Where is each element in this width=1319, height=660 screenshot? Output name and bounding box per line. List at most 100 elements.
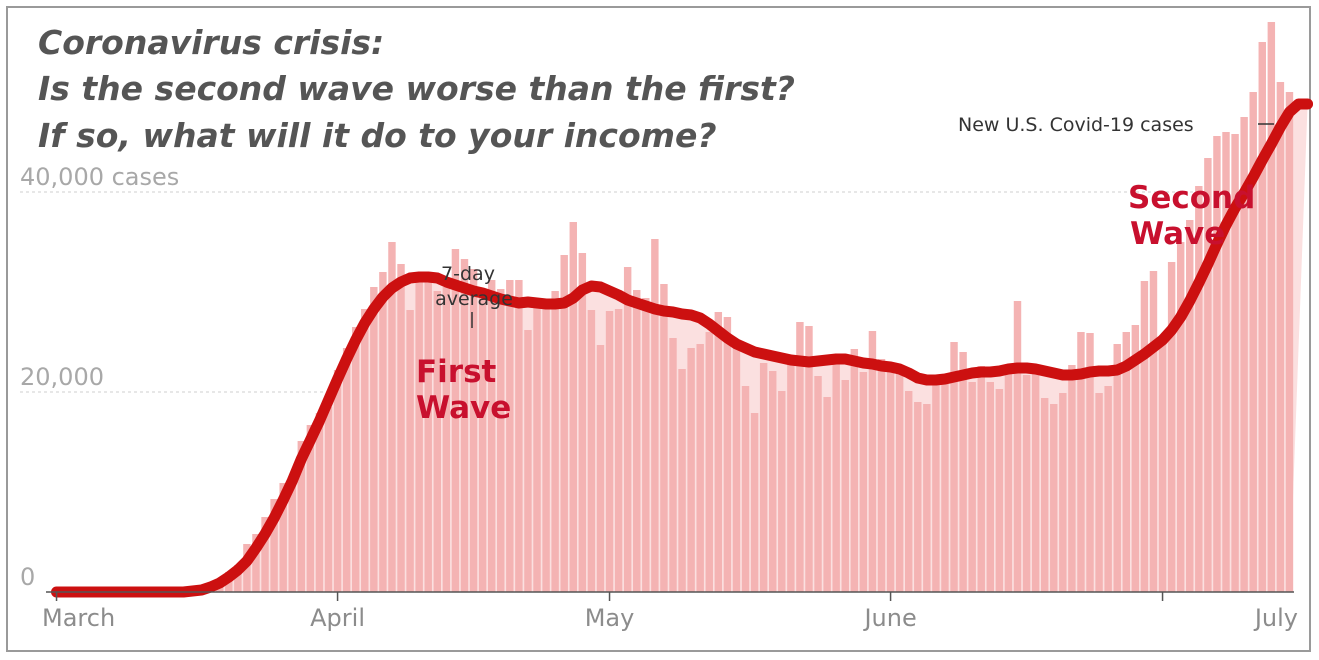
bar-day-93 xyxy=(895,373,904,592)
bar-day-130 xyxy=(1231,134,1239,592)
bar-day-54 xyxy=(542,308,550,592)
bar-day-20 xyxy=(234,565,242,592)
bar-day-56 xyxy=(560,255,568,592)
bar-day-125 xyxy=(1186,220,1194,592)
bar-day-85 xyxy=(823,397,831,592)
title-line-1: Coronavirus crisis: xyxy=(38,23,384,62)
average-line xyxy=(51,98,1313,598)
chart-frame: 0 20,000 40,000 cases March April May June Jul… xyxy=(6,6,1313,652)
bar-day-61 xyxy=(605,311,614,592)
bar-day-44 xyxy=(451,249,460,592)
bar-day-126 xyxy=(1195,186,1203,592)
bar-day-116 xyxy=(1104,386,1112,592)
bar-day-60 xyxy=(596,345,605,592)
bar-day-67 xyxy=(660,284,668,592)
bar-day-69 xyxy=(678,369,686,592)
x-tick-labels: March April May June July xyxy=(42,592,1298,632)
bar-day-68 xyxy=(669,338,677,592)
bar-day-45 xyxy=(460,259,469,592)
bar-day-62 xyxy=(614,309,623,592)
bar-day-129 xyxy=(1222,132,1230,592)
bar-day-134 xyxy=(1267,22,1276,592)
bar-day-55 xyxy=(551,291,559,592)
bar-day-41 xyxy=(424,278,432,592)
bar-day-86 xyxy=(832,363,840,592)
bar-day-114 xyxy=(1086,333,1094,592)
bar-day-30 xyxy=(324,407,333,592)
bar-day-118 xyxy=(1122,332,1130,592)
bar-day-120 xyxy=(1140,281,1149,592)
bar-day-38 xyxy=(397,264,405,592)
bar-day-42 xyxy=(433,291,442,592)
average-line-layer xyxy=(51,98,1313,598)
bar-day-113 xyxy=(1077,332,1085,592)
bar-day-90 xyxy=(868,331,877,592)
bar-day-59 xyxy=(587,310,596,592)
bar-day-117 xyxy=(1113,344,1121,592)
average-area xyxy=(56,104,1308,592)
bar-day-28 xyxy=(306,425,315,592)
bar-day-107 xyxy=(1022,375,1031,592)
bar-day-96 xyxy=(923,404,931,592)
bar-day-75 xyxy=(732,340,741,592)
bar-day-88 xyxy=(850,349,859,592)
bar-day-71 xyxy=(696,344,704,592)
bar-day-40 xyxy=(415,281,423,592)
second-wave-label-line-1: Second xyxy=(1128,180,1255,216)
bar-day-23 xyxy=(261,517,269,592)
bar-day-123 xyxy=(1167,262,1176,592)
first-wave-label-line-2: Wave xyxy=(416,390,511,426)
average-area-fill xyxy=(56,104,1308,592)
bar-day-83 xyxy=(805,326,813,592)
x-tick-label-1: April xyxy=(310,604,365,632)
bar-day-124 xyxy=(1176,242,1185,592)
bar-day-63 xyxy=(623,267,632,592)
bar-day-51 xyxy=(515,280,523,592)
bar-day-98 xyxy=(941,384,949,592)
bar-day-105 xyxy=(1004,371,1013,592)
bar-day-52 xyxy=(524,330,532,592)
bar-day-37 xyxy=(388,242,396,592)
bar-day-135 xyxy=(1276,82,1285,592)
title-line-2: Is the second wave worse than the first? xyxy=(38,69,795,108)
bar-day-101 xyxy=(968,382,976,592)
bar-day-102 xyxy=(977,366,985,592)
bar-day-77 xyxy=(750,413,759,592)
bar-day-26 xyxy=(288,486,296,592)
bar-day-91 xyxy=(877,359,886,592)
bar-day-132 xyxy=(1249,92,1257,592)
bar-day-78 xyxy=(759,363,768,592)
bar-day-70 xyxy=(687,348,695,592)
bar-day-121 xyxy=(1149,271,1158,592)
bar-day-43 xyxy=(442,287,451,592)
second-wave-label-line-2: Wave xyxy=(1130,216,1225,252)
bar-day-50 xyxy=(506,280,514,592)
bar-day-104 xyxy=(995,389,1004,592)
bar-day-108 xyxy=(1031,366,1040,592)
bar-day-49 xyxy=(497,289,505,592)
x-tick-label-0: March xyxy=(42,604,115,632)
bar-day-128 xyxy=(1213,136,1221,592)
bar-day-46 xyxy=(469,269,478,592)
bar-day-53 xyxy=(533,301,541,592)
bar-day-109 xyxy=(1040,398,1049,592)
bar-day-122 xyxy=(1158,340,1167,592)
bar-day-32 xyxy=(342,348,351,592)
bar-day-115 xyxy=(1095,393,1103,592)
x-tick-label-3: June xyxy=(862,604,916,632)
bar-day-92 xyxy=(886,366,895,592)
bar-day-76 xyxy=(741,386,750,592)
bar-day-64 xyxy=(633,290,641,592)
bar-day-39 xyxy=(406,310,414,592)
bar-day-72 xyxy=(705,332,713,592)
y-tick-labels: 0 20,000 40,000 cases xyxy=(20,163,179,591)
bar-day-58 xyxy=(578,253,587,592)
bar-day-111 xyxy=(1059,393,1067,592)
bar-day-112 xyxy=(1068,365,1076,592)
bar-day-31 xyxy=(333,370,342,592)
bar-day-97 xyxy=(932,375,940,592)
x-tick-label-2: May xyxy=(585,604,635,632)
title-line-3: If so, what will it do to your income? xyxy=(38,116,717,155)
bar-day-74 xyxy=(723,317,732,592)
bar-day-100 xyxy=(959,352,967,592)
